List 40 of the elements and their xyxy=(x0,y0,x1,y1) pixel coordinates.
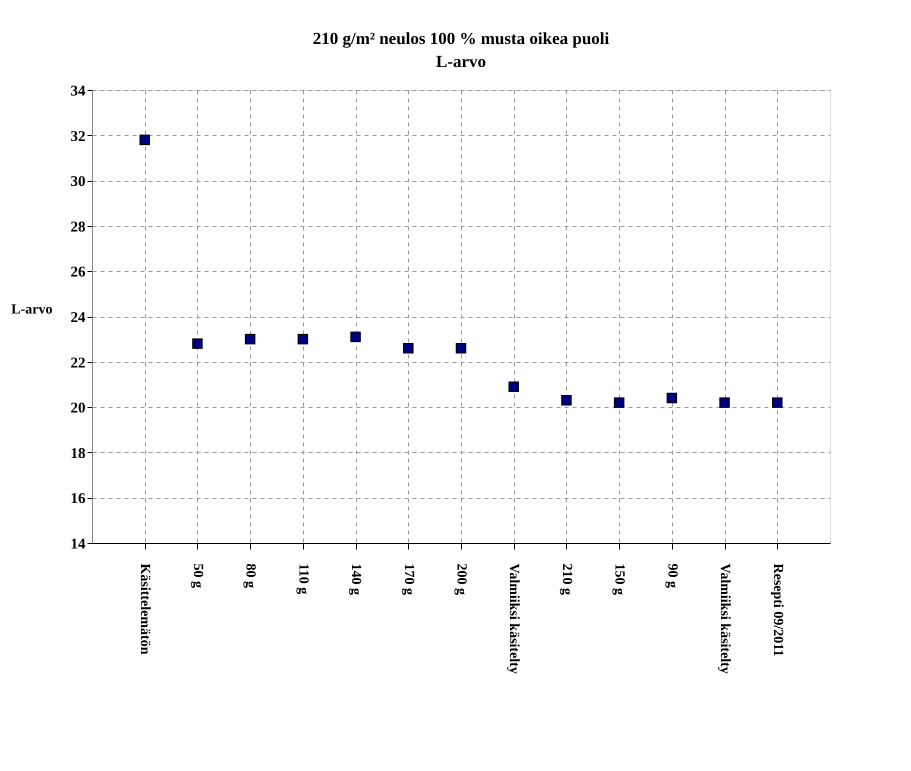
point xyxy=(666,392,678,404)
y-axis-title: L-arvo xyxy=(11,302,52,318)
x-tick-label: 110 g xyxy=(295,564,310,594)
x-tick-label: 80 g xyxy=(242,564,258,588)
y-tick-label: 18 xyxy=(70,446,86,462)
y-tick-label: 22 xyxy=(70,355,86,372)
x-tick-label: 170 g xyxy=(400,564,416,595)
x-tick-label: Valmiiksi käsitelty xyxy=(506,564,522,674)
chart-title: 210 g/m² neulos 100 % musta oikea puoli xyxy=(312,29,610,48)
x-tick-label: Resepti 09/2011 xyxy=(770,564,785,656)
chart-subtitle: L-arvo xyxy=(436,52,486,71)
x-tick-label: 50 g xyxy=(190,564,205,588)
point xyxy=(244,334,256,344)
x-tick-label: Valmiiksi käsitelty xyxy=(717,564,732,674)
x-tick-label: Käsittelemätön xyxy=(137,564,152,655)
x-tick-label: 90 g xyxy=(664,564,680,588)
y-tick-label: 26 xyxy=(70,264,86,281)
point xyxy=(772,397,783,408)
point xyxy=(139,134,150,146)
x-tick-label: 140 g xyxy=(348,564,364,595)
point xyxy=(719,397,730,408)
y-tick-label: 32 xyxy=(70,128,86,145)
point xyxy=(508,381,519,392)
y-tick-label: 28 xyxy=(70,219,86,236)
point xyxy=(403,342,414,354)
y-tick-label: 24 xyxy=(70,310,86,326)
x-tick-label: 210 g xyxy=(558,564,574,595)
point xyxy=(298,334,308,344)
y-tick-label: 30 xyxy=(70,174,86,190)
point xyxy=(350,332,361,342)
y-tick-label: 34 xyxy=(70,84,86,100)
y-tick-label: 16 xyxy=(70,491,86,508)
point xyxy=(192,338,203,349)
point xyxy=(614,397,624,408)
y-tick-label: 20 xyxy=(70,400,86,417)
x-tick-label: 200 g xyxy=(454,564,468,595)
y-tick-label: 14 xyxy=(70,536,86,552)
point xyxy=(561,395,572,406)
x-tick-label: 150 g xyxy=(612,564,627,595)
point xyxy=(456,342,466,354)
